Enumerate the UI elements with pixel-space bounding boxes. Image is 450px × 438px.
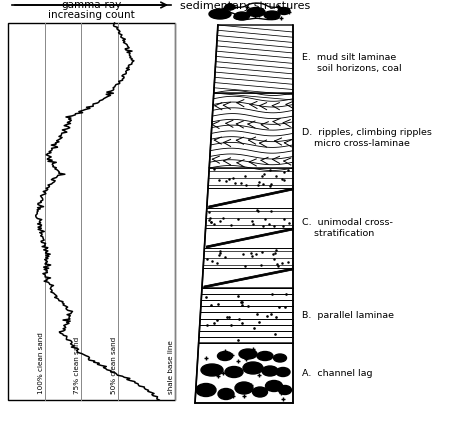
Text: 50% clean sand: 50% clean sand xyxy=(111,337,117,394)
Ellipse shape xyxy=(274,354,287,362)
Bar xyxy=(8,23,175,400)
Ellipse shape xyxy=(264,11,280,19)
Ellipse shape xyxy=(235,382,253,394)
Polygon shape xyxy=(214,25,293,93)
Ellipse shape xyxy=(247,7,265,17)
Polygon shape xyxy=(195,343,293,403)
Text: A.  channel lag: A. channel lag xyxy=(302,368,373,378)
Ellipse shape xyxy=(239,349,257,359)
Polygon shape xyxy=(225,3,288,20)
Ellipse shape xyxy=(217,352,233,360)
Text: gamma-ray: gamma-ray xyxy=(61,0,122,10)
Ellipse shape xyxy=(225,4,235,10)
Text: B.  parallel laminae: B. parallel laminae xyxy=(302,311,394,321)
Text: shale base line: shale base line xyxy=(168,340,174,394)
Ellipse shape xyxy=(209,9,231,19)
Polygon shape xyxy=(198,288,293,343)
Polygon shape xyxy=(202,168,293,288)
Ellipse shape xyxy=(252,387,267,397)
Ellipse shape xyxy=(234,12,249,20)
Ellipse shape xyxy=(225,367,243,378)
Ellipse shape xyxy=(196,384,216,396)
Ellipse shape xyxy=(266,381,283,392)
Ellipse shape xyxy=(257,352,273,360)
Text: sedimentary structures: sedimentary structures xyxy=(180,1,310,11)
Ellipse shape xyxy=(278,7,290,14)
Ellipse shape xyxy=(201,364,223,376)
Ellipse shape xyxy=(243,362,263,374)
Text: increasing count: increasing count xyxy=(48,10,135,20)
Ellipse shape xyxy=(262,366,278,376)
Text: C.  unimodal cross-
    stratification: C. unimodal cross- stratification xyxy=(302,218,393,238)
Polygon shape xyxy=(209,93,293,168)
Text: 100% clean sand: 100% clean sand xyxy=(38,332,44,394)
Ellipse shape xyxy=(218,389,234,399)
Ellipse shape xyxy=(276,367,290,377)
Text: E.  mud silt laminae
     soil horizons, coal: E. mud silt laminae soil horizons, coal xyxy=(302,53,401,74)
Text: D.  ripples, climbing ripples
    micro cross-laminae: D. ripples, climbing ripples micro cross… xyxy=(302,127,432,148)
Ellipse shape xyxy=(279,385,292,395)
Text: 75% clean sand: 75% clean sand xyxy=(75,337,81,394)
